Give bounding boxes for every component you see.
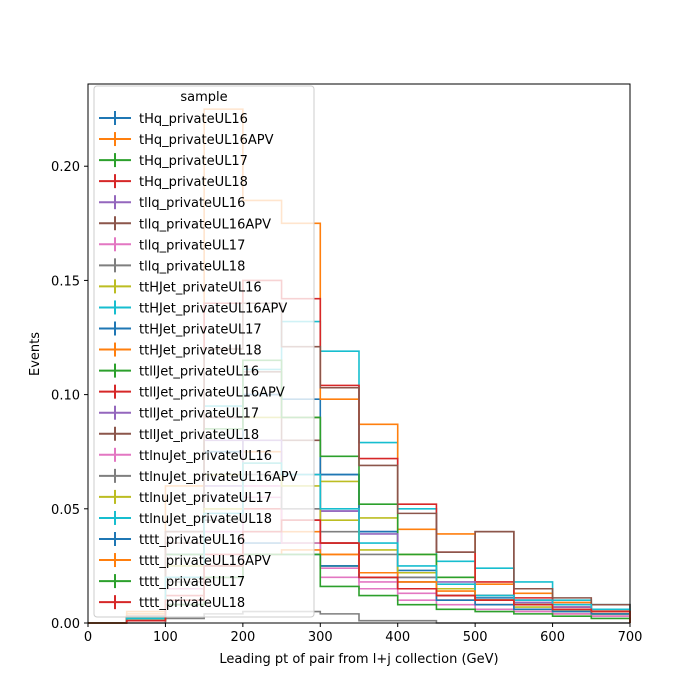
legend-box [93,85,315,618]
x-tick-label: 500 [463,630,488,645]
legend-entry: ttllJet_privateUL16 [99,363,259,380]
legend-label: ttlnuJet_privateUL17 [139,491,272,506]
y-tick-label: 0.00 [51,617,80,632]
x-tick-label: 400 [385,630,410,645]
legend-label: tllq_privateUL16APV [139,217,271,232]
x-tick-label: 0 [84,630,92,645]
legend-label: tHq_privateUL18 [139,175,248,190]
axes-frame [87,83,631,624]
legend-entry: tllq_privateUL18 [99,258,245,274]
legend-label: tHq_privateUL17 [139,154,248,169]
x-axis: 0 100 200 300 400 500 600 700 [84,623,643,645]
legend-label: tttt_privateUL18 [139,596,245,611]
legend-label: ttHJet_privateUL17 [139,323,262,338]
legend-entry: tHq_privateUL16 [99,111,248,127]
y-tick-label: 0.15 [51,274,80,289]
legend-label: tllq_privateUL16 [139,196,245,211]
legend-label: tllq_privateUL18 [139,259,245,274]
legend-label: ttHJet_privateUL16APV [139,301,287,316]
legend-label: ttllJet_privateUL16 [139,365,259,380]
legend-entry: ttlnuJet_privateUL18 [99,510,272,527]
legend-entry: ttlnuJet_privateUL16 [99,447,272,464]
x-tick-label: 100 [153,630,178,645]
legend-entry: tttt_privateUL16APV [99,553,271,569]
legend: sample tHq_privateUL16 tHq_privateUL16APV… [93,85,315,618]
legend-title: sample [180,90,227,105]
legend-label: ttHJet_privateUL16 [139,280,262,295]
legend-entry: ttHJet_privateUL16 [99,279,262,295]
x-axis-label: Leading pt of pair from l+j collection (… [219,652,498,667]
legend-label: ttllJet_privateUL17 [139,407,259,422]
legend-entries: tHq_privateUL16 tHq_privateUL16APV tHq_pri… [99,111,298,611]
y-tick-label: 0.05 [51,503,80,518]
legend-entry: ttHJet_privateUL16APV [99,300,287,316]
legend-label: ttHJet_privateUL18 [139,344,262,359]
y-tick-label: 0.10 [51,389,80,404]
legend-label: tllq_privateUL17 [139,238,245,253]
legend-entry: tHq_privateUL17 [99,153,248,169]
legend-entry: tllq_privateUL17 [99,237,245,253]
x-tick-label: 600 [540,630,565,645]
legend-entry: tttt_privateUL16 [99,532,245,548]
x-tick-label: 300 [308,630,333,645]
legend-entry: ttllJet_privateUL18 [99,426,259,443]
legend-label: tHq_privateUL16APV [139,133,274,148]
legend-entry: ttlnuJet_privateUL17 [99,489,272,506]
legend-entry: tllq_privateUL16APV [99,216,271,232]
x-tick-label: 700 [618,630,643,645]
legend-entry: tHq_privateUL16APV [99,132,274,148]
legend-entry: tllq_privateUL16 [99,195,245,211]
legend-label: tttt_privateUL16 [139,533,245,548]
legend-label: ttlnuJet_privateUL16APV [139,470,298,485]
x-tick-label: 200 [230,630,255,645]
legend-entry: ttlnuJet_privateUL16APV [99,468,298,485]
y-tick-label: 0.20 [51,160,80,175]
legend-entry: ttllJet_privateUL17 [99,405,259,422]
legend-label: ttlnuJet_privateUL16 [139,449,272,464]
legend-entry: ttHJet_privateUL17 [99,321,262,338]
y-axis: 0.00 0.05 0.10 0.15 0.20 [51,160,88,632]
legend-entry: tttt_privateUL18 [99,595,245,611]
legend-entry: ttllJet_privateUL16APV [99,384,285,401]
legend-label: ttlnuJet_privateUL18 [139,512,272,527]
legend-label: ttllJet_privateUL18 [139,428,259,443]
legend-label: ttllJet_privateUL16APV [139,386,285,401]
legend-entry: tHq_privateUL18 [99,174,248,190]
legend-label: tttt_privateUL17 [139,575,245,590]
legend-label: tHq_privateUL16 [139,112,248,127]
y-axis-label: Events [28,332,43,376]
legend-entry: ttHJet_privateUL18 [99,342,262,359]
legend-label: tttt_privateUL16APV [139,554,271,569]
legend-entry: tttt_privateUL17 [99,574,245,590]
